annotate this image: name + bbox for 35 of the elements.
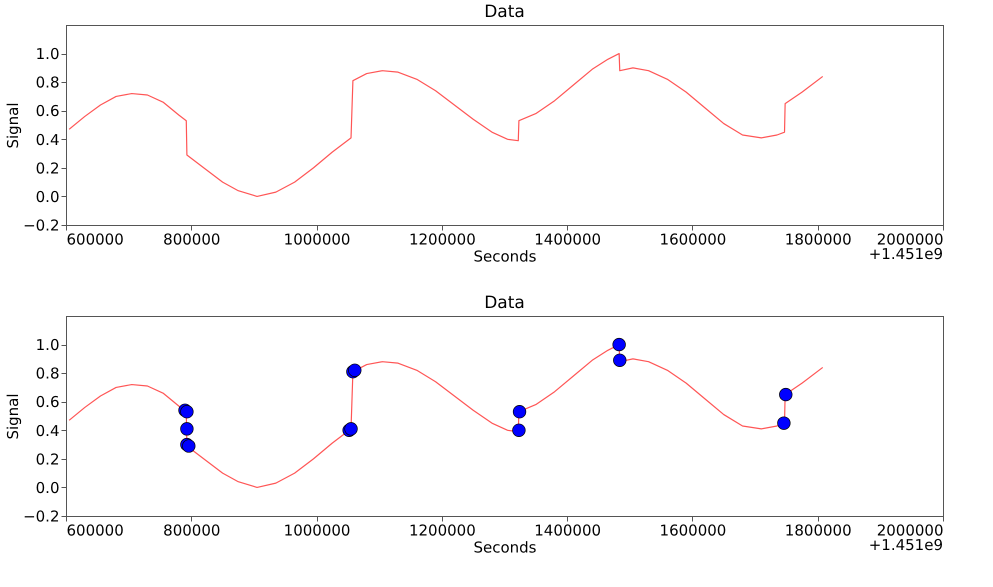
x-tick-label: 1000000 [284,230,350,248]
y-tick-label: 0.4 [36,422,60,440]
y-axis-title: Signal [4,393,22,440]
x-tick-label: 1800000 [784,230,852,248]
y-tick-label: 0.0 [36,188,60,206]
x-tick-label: 1200000 [408,230,476,248]
chart-title: Data [484,2,525,22]
chart-title: Data [484,293,525,313]
y-axis-title: Signal [4,102,22,149]
y-tick-label: 0.2 [36,450,60,468]
x-tick-label: 1600000 [660,230,726,248]
y-tick-label: −0.2 [23,508,60,526]
x-tick-label: 800000 [163,230,220,248]
line-series [68,52,824,198]
y-tick-label: −0.2 [23,216,60,234]
y-tick-label: 0.8 [36,364,60,383]
x-tick-label: 1800000 [784,522,852,540]
x-axis-title: Seconds [473,248,537,266]
x-tick-label: 1000000 [284,522,350,540]
x-tick-label: 1400000 [534,230,602,248]
y-tick-label: 0.4 [36,130,60,149]
x-tick-label: 1200000 [408,522,476,540]
x-tick-label: 600000 [66,522,124,540]
x-tick-label: 1400000 [534,522,602,540]
y-tick-label: 0.0 [36,478,60,497]
y-tick-label: 1.0 [36,45,60,64]
x-axis-title: Seconds [473,538,537,556]
y-tick-label: 0.8 [36,74,60,92]
x-tick-label: 800000 [163,522,220,540]
y-tick-label: 1.0 [36,336,60,354]
y-tick-label: 0.6 [36,102,60,120]
y-tick-label: 0.2 [36,159,60,178]
x-tick-label: 1600000 [660,522,726,540]
y-tick-label: 0.6 [36,393,60,412]
x-tick-label: 600000 [66,230,124,248]
